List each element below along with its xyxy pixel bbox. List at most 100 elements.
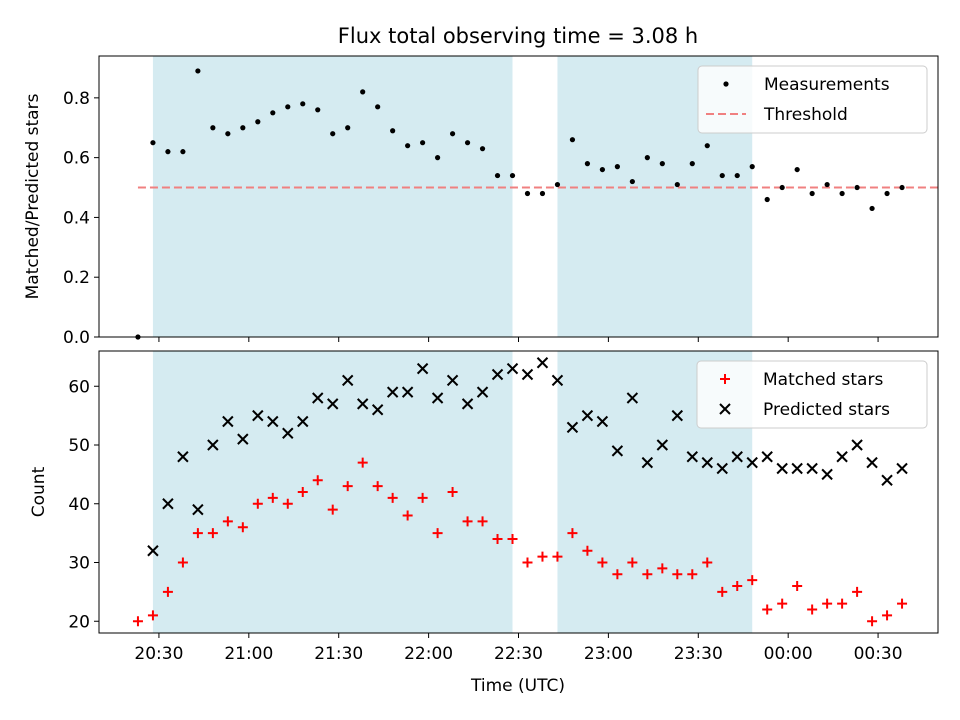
predicted-stars-marker xyxy=(866,456,878,469)
measurement-point xyxy=(824,181,830,188)
matched-stars-marker xyxy=(552,551,563,562)
x-tick-label: 21:00 xyxy=(224,644,273,664)
measurement-point xyxy=(165,149,171,155)
legend-box xyxy=(696,360,928,429)
predicted-stars-marker xyxy=(821,468,833,481)
measurement-point xyxy=(719,172,725,179)
measurement-point xyxy=(449,131,456,137)
predicted-stars-marker xyxy=(356,398,369,410)
observing-interval-band xyxy=(152,56,513,337)
predicted-stars-marker xyxy=(371,404,384,416)
matched-stars-marker xyxy=(447,487,458,497)
measurement-point xyxy=(869,205,875,212)
x-tick-label: 00:00 xyxy=(764,644,813,664)
x-tick-label: 22:00 xyxy=(404,644,453,664)
predicted-stars-marker xyxy=(551,374,564,387)
x-tick-label: 23:30 xyxy=(674,644,723,664)
x-tick-label: 20:30 xyxy=(134,644,183,664)
matched-stars-marker xyxy=(852,586,863,597)
predicted-stars-marker xyxy=(177,451,189,463)
predicted-stars-marker xyxy=(836,451,848,463)
measurement-point xyxy=(554,181,561,188)
predicted-stars-marker xyxy=(446,374,459,387)
measurement-point xyxy=(345,125,351,131)
legend-entry-label: Threshold xyxy=(763,105,848,125)
predicted-stars-marker xyxy=(566,421,579,434)
measurement-point xyxy=(509,172,516,179)
matched-stars-marker xyxy=(597,557,608,568)
matched-stars-marker xyxy=(417,492,428,503)
matched-stars-marker xyxy=(822,598,833,609)
predicted-stars-marker xyxy=(312,392,324,404)
measurement-point xyxy=(629,178,635,185)
matched-stars-marker xyxy=(492,534,503,544)
predicted-stars-marker xyxy=(536,357,549,369)
measurement-point xyxy=(210,125,216,131)
measurement-point xyxy=(420,140,426,146)
predicted-stars-marker xyxy=(611,445,624,457)
matched-stars-marker xyxy=(867,616,878,627)
measurement-point xyxy=(479,146,486,152)
predicted-stars-marker xyxy=(341,374,354,387)
x-tick-label: 23:00 xyxy=(584,644,633,664)
matched-stars-marker xyxy=(537,551,548,562)
matched-stars-marker xyxy=(837,598,848,609)
matched-stars-marker xyxy=(207,528,218,539)
measurement-point xyxy=(434,155,441,161)
legend-measurement-marker xyxy=(723,81,729,87)
matched-stars-marker xyxy=(882,610,893,621)
predicted-stars-marker xyxy=(267,415,279,428)
predicted-stars-marker xyxy=(596,415,609,428)
measurement-point xyxy=(150,140,156,146)
y-tick-label: 0.4 xyxy=(63,208,90,228)
y-tick-label: 0.8 xyxy=(63,89,90,109)
predicted-stars-marker xyxy=(386,386,399,398)
measurement-point xyxy=(524,190,531,197)
matched-stars-marker xyxy=(627,557,638,568)
predicted-stars-marker xyxy=(401,386,414,398)
measurement-point xyxy=(644,155,650,161)
predicted-stars-marker xyxy=(521,368,534,381)
matched-stars-marker xyxy=(792,581,803,591)
predicted-stars-marker xyxy=(416,362,429,375)
predicted-stars-marker xyxy=(671,409,684,422)
x-tick-label: 21:30 xyxy=(314,644,363,664)
y-tick-label: 50 xyxy=(68,436,90,456)
matched-stars-marker xyxy=(612,569,623,580)
predicted-stars-marker xyxy=(656,439,669,451)
matched-stars-marker xyxy=(477,516,488,527)
predicted-stars-marker xyxy=(851,439,863,451)
legend-matched-marker xyxy=(720,374,730,384)
predicted-stars-marker xyxy=(896,462,908,475)
measurement-point xyxy=(734,172,740,179)
measurement-point xyxy=(285,104,291,110)
matched-stars-marker xyxy=(732,581,743,591)
matched-stars-marker xyxy=(507,534,518,544)
x-tick-label: 22:30 xyxy=(494,644,543,664)
matched-stars-marker xyxy=(342,481,353,492)
measurement-point xyxy=(240,125,246,131)
legend-entry-label: Matched stars xyxy=(763,370,883,390)
y-axis-label: Count xyxy=(29,466,49,517)
predicted-stars-marker xyxy=(222,415,234,428)
predicted-stars-marker xyxy=(761,451,773,463)
predicted-stars-marker xyxy=(701,456,713,469)
matched-stars-marker xyxy=(807,604,818,615)
measurement-point xyxy=(375,104,381,110)
measurement-point xyxy=(764,196,770,203)
predicted-stars-marker xyxy=(461,398,474,410)
measurement-point xyxy=(539,190,546,197)
matched-stars-marker xyxy=(297,487,308,497)
matched-stars-marker xyxy=(222,516,233,527)
chart-title: Flux total observing time = 3.08 h xyxy=(338,24,698,48)
matched-stars-marker xyxy=(237,522,248,533)
predicted-stars-marker xyxy=(641,456,654,469)
measurement-point xyxy=(360,89,366,95)
predicted-stars-marker xyxy=(297,415,309,428)
legend-entry-label: Predicted stars xyxy=(763,400,890,420)
matched-stars-marker xyxy=(702,557,713,568)
matched-stars-marker xyxy=(387,492,398,503)
predicted-stars-marker xyxy=(192,503,204,516)
bottom-panel: 20 30 40 50 60 20:30 21:00 21:30 22:00 22:30 23:00… xyxy=(29,350,939,664)
